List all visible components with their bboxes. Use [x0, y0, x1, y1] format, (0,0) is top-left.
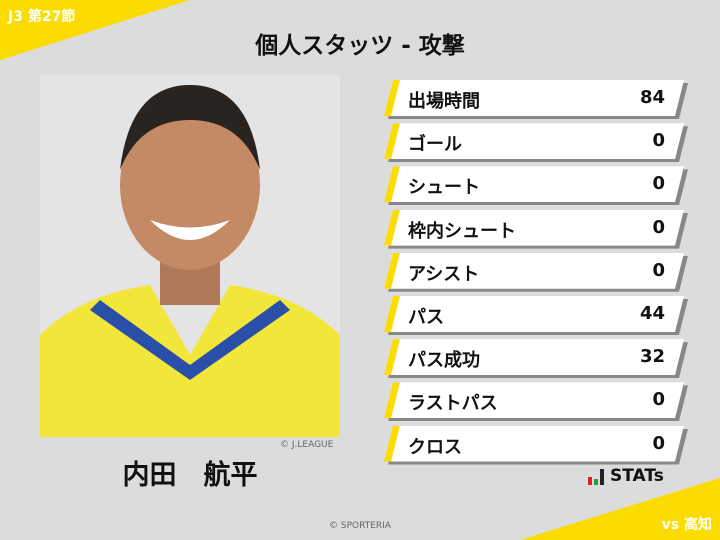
- round-label: J3 第27節: [8, 9, 76, 25]
- stat-row-key-passes: ラストパス 0: [384, 382, 689, 422]
- stat-value: 84: [639, 87, 665, 108]
- stat-value: 0: [652, 130, 665, 152]
- stat-row-crosses: クロス 0: [384, 425, 689, 465]
- stat-label: パス: [408, 306, 444, 328]
- stat-value: 0: [652, 432, 665, 454]
- stat-value: 32: [639, 346, 665, 368]
- stat-row-passes-completed: パス成功 32: [384, 339, 689, 379]
- stats-logo: STATs: [588, 468, 664, 485]
- stat-label: ゴール: [408, 134, 462, 156]
- stat-label: 枠内シュート: [408, 220, 516, 242]
- stat-value: 0: [652, 216, 665, 238]
- copyright: © SPORTERIA: [329, 521, 391, 531]
- opponent-label: vs 高知: [661, 517, 712, 533]
- stat-value: 0: [652, 259, 665, 281]
- player-photo: [40, 75, 340, 437]
- stat-value: 0: [652, 389, 665, 411]
- stat-row-minutes: 出場時間 84: [384, 80, 689, 119]
- logo-bar-icon: [600, 469, 604, 485]
- stat-row-assists: アシスト 0: [384, 252, 689, 292]
- stat-label: ラストパス: [408, 393, 498, 415]
- stats-logo-text: STATs: [610, 466, 664, 486]
- stat-label: クロス: [408, 436, 462, 458]
- stat-label: シュート: [408, 177, 480, 199]
- logo-bar-icon: [594, 479, 598, 485]
- player-name: 内田 航平: [122, 460, 258, 491]
- stat-row-shots: シュート 0: [384, 166, 689, 206]
- stat-label: アシスト: [408, 263, 480, 285]
- photo-credit: © J.LEAGUE: [280, 440, 334, 450]
- stat-label: パス成功: [408, 350, 480, 372]
- stat-label: 出場時間: [408, 91, 480, 112]
- stat-value: 0: [652, 173, 665, 195]
- page-title: 個人スタッツ - 攻撃: [255, 33, 465, 59]
- logo-bar-icon: [588, 477, 592, 485]
- stat-value: 44: [639, 302, 665, 324]
- stat-row-passes: パス 44: [384, 295, 689, 335]
- stats-list: 出場時間 84 ゴール 0 シュート 0 枠内シュート 0 アシスト 0 パス 44 パス成…: [384, 80, 689, 469]
- stat-row-goals: ゴール 0: [384, 123, 689, 163]
- stat-row-shots-on-target: 枠内シュート 0: [384, 209, 689, 249]
